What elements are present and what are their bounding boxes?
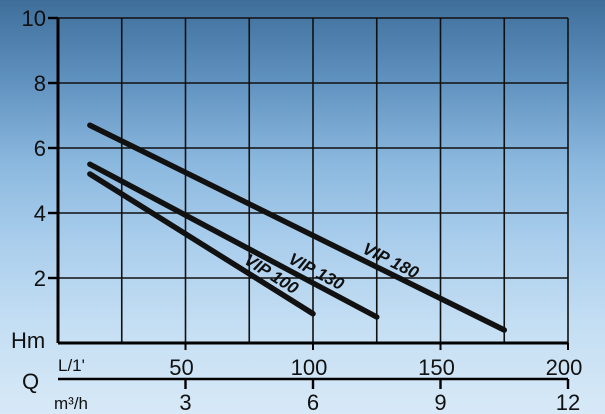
y-tick-label: Hm bbox=[11, 328, 45, 353]
y-tick-label: 8 bbox=[34, 71, 46, 96]
x-tick-label-volume: 6 bbox=[307, 390, 319, 414]
series-line bbox=[87, 171, 316, 317]
flow-unit-label: L/1' bbox=[58, 356, 85, 375]
y-tick-label: 10 bbox=[22, 6, 46, 31]
x-tick-label-volume: 3 bbox=[179, 390, 191, 414]
series-line bbox=[87, 161, 380, 320]
axes bbox=[48, 16, 570, 389]
x-tick-label-volume: 12 bbox=[556, 390, 580, 414]
x-tick-label-flow: 200 bbox=[546, 355, 583, 380]
y-tick-label: 2 bbox=[34, 266, 46, 291]
x-tick-label-volume: 9 bbox=[434, 390, 446, 414]
series-line bbox=[87, 122, 507, 333]
q-axis-label: Q bbox=[22, 369, 39, 394]
x-tick-label-flow: 100 bbox=[291, 355, 328, 380]
volume-unit-label: m³/h bbox=[54, 394, 88, 413]
series-curves bbox=[87, 122, 507, 333]
grid bbox=[58, 17, 569, 343]
y-tick-label: 4 bbox=[34, 201, 46, 226]
x-tick-label-flow: 150 bbox=[418, 355, 455, 380]
y-tick-label: 6 bbox=[34, 136, 46, 161]
x-tick-label-flow: 50 bbox=[169, 355, 193, 380]
